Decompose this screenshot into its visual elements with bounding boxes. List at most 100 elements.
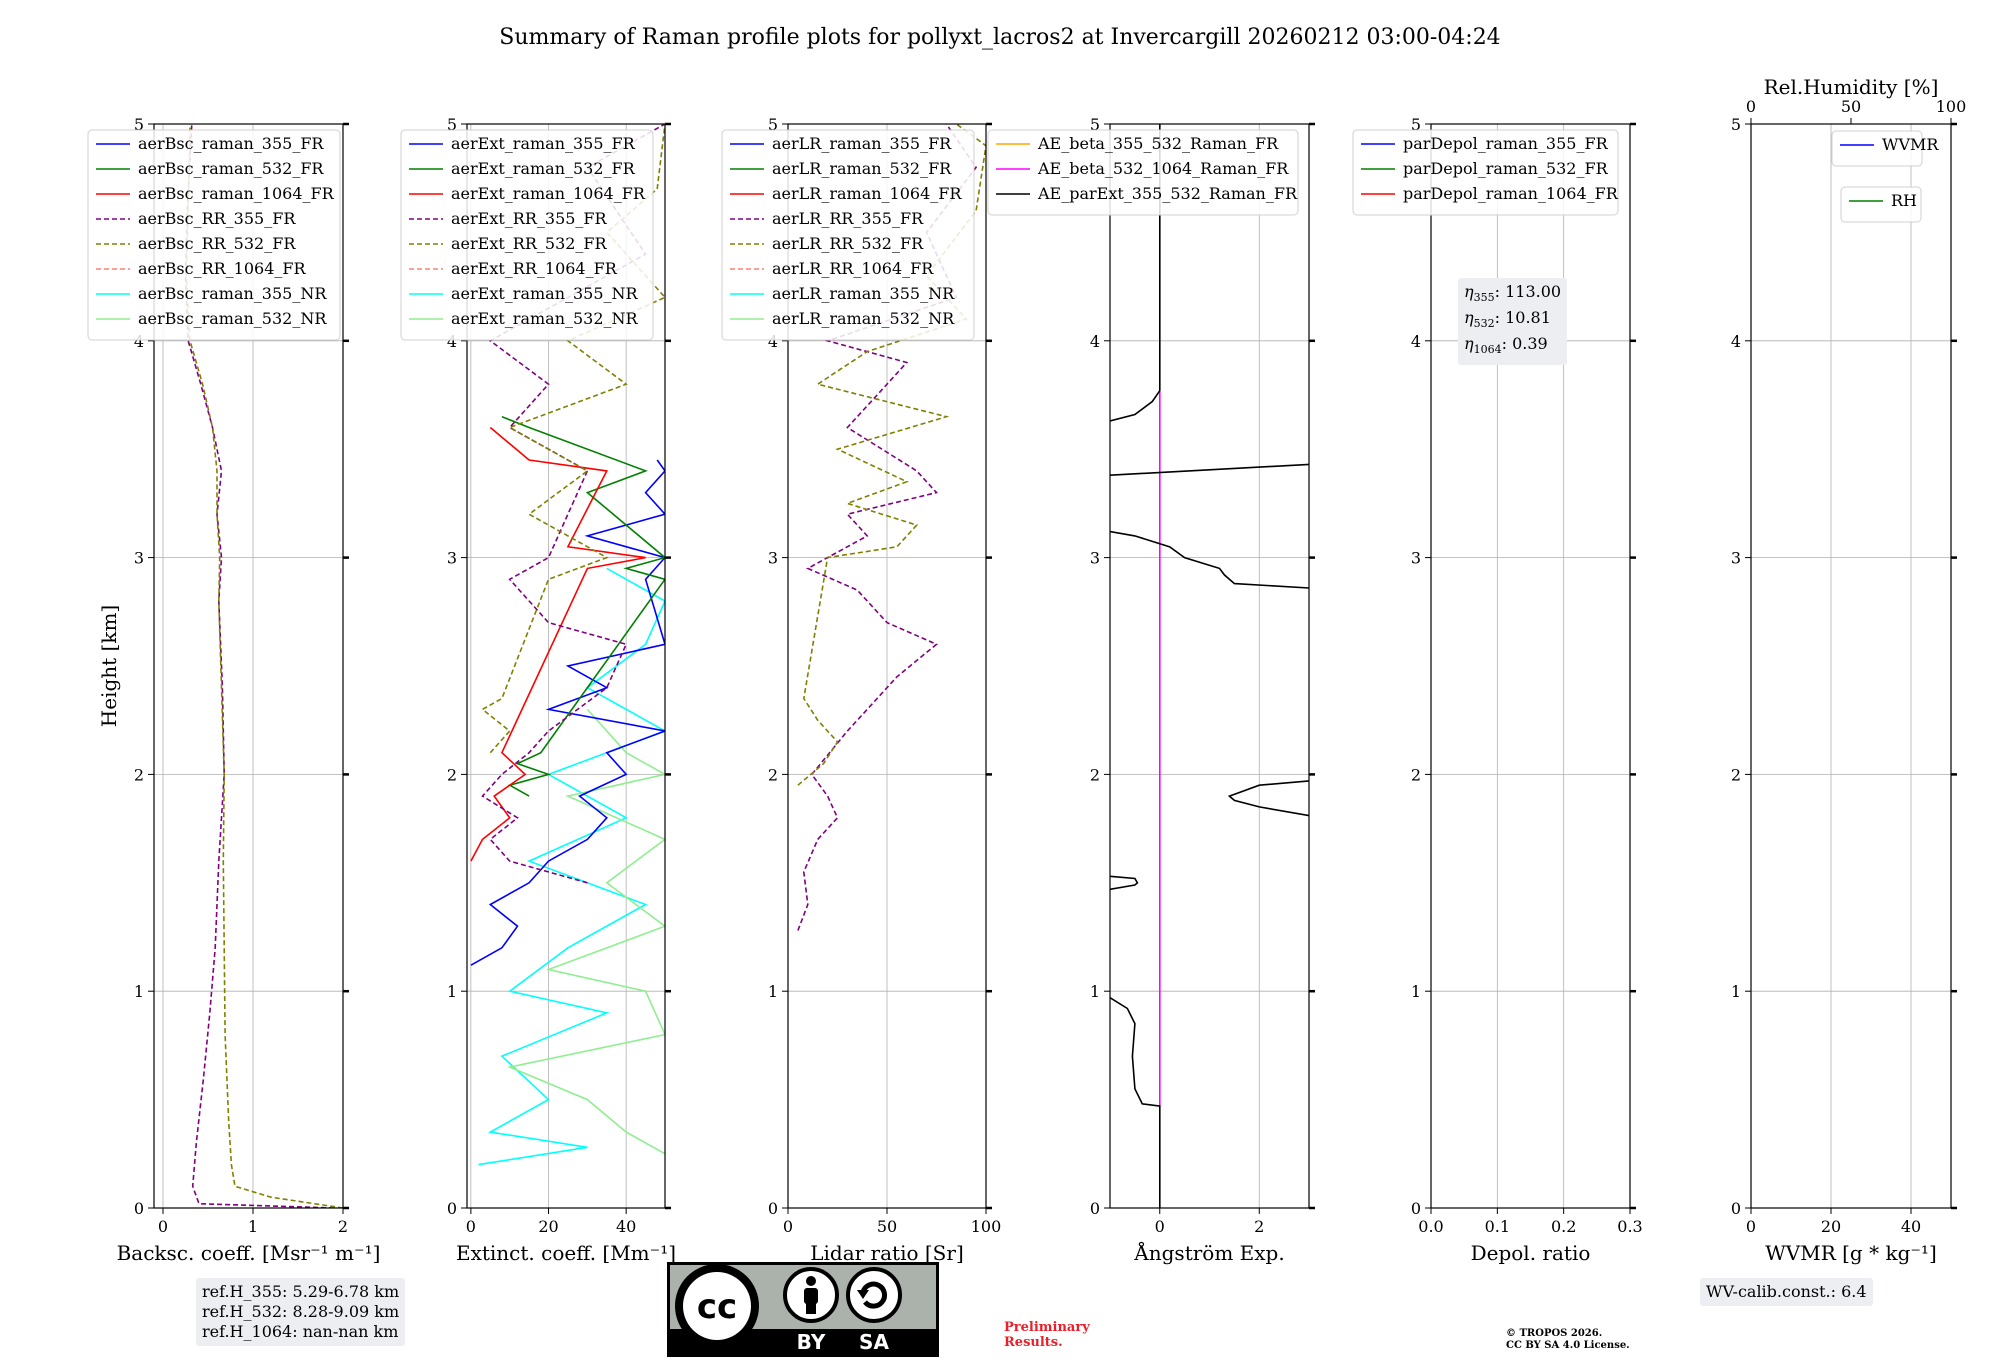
legend-box (1352, 129, 1619, 216)
y-tick-label: 5 (1731, 115, 1741, 134)
wv-calib-box: WV-calib.const.: 6.4 (1700, 1278, 1873, 1306)
legend-label: aerLR_raman_532_NR (772, 309, 955, 328)
y-tick-label: 0 (1090, 1199, 1100, 1218)
y-tick-label: 2 (447, 765, 457, 784)
y-tick-label: 3 (768, 549, 778, 568)
legend-label: aerExt_raman_355_NR (451, 284, 639, 303)
y-tick-label: 4 (1731, 332, 1741, 351)
y-tick-label: 2 (134, 765, 144, 784)
series-line-ae-parext-355-532-raman-fr-3-7km- (1110, 390, 1161, 422)
series-line-ae-parext-355-532-raman-fr (1110, 997, 1161, 1208)
ref-h-532: ref.H_532: 8.28-9.09 km (202, 1302, 400, 1321)
ref-h-1064: ref.H_1064: nan-nan km (202, 1322, 399, 1341)
y-tick-label: 1 (1731, 982, 1741, 1001)
legend-label: aerBsc_raman_355_FR (138, 134, 324, 153)
x-tick-label: 0 (466, 1217, 476, 1236)
eta-box: η355: 113.00 η532: 10.81 η1064: 0.39 (1458, 278, 1568, 365)
legend-ae: AE_beta_355_532_Raman_FR AE_beta_532_1064… (987, 129, 1299, 216)
legend-box (400, 129, 654, 341)
legend-label: AE_beta_532_1064_Raman_FR (1037, 159, 1289, 178)
legend-label: aerExt_RR_1064_FR (451, 259, 618, 278)
panel-ae: 0 2 0 1 2 3 4 5 Ångström Exp. AE_beta_355_532_Ram… (987, 115, 1315, 1265)
figure-title: Summary of Raman profile plots for polly… (499, 25, 1500, 50)
axes-frame (1430, 123, 1631, 1209)
panel-lr: 0 50 100 0 1 2 3 4 5 Lidar ratio [Sr] aerLR_raman_… (721, 115, 1002, 1265)
y-tick-label: 2 (1411, 765, 1421, 784)
legend-label: aerBsc_RR_355_FR (138, 209, 296, 228)
y-tick-label: 4 (1090, 332, 1100, 351)
series-line-aerlr-rr-532-fr (797, 124, 986, 786)
y-tick-label: 1 (1411, 982, 1421, 1001)
legend-label: aerLR_RR_532_FR (772, 234, 924, 253)
series-line-aerext-raman-355-nr (478, 567, 665, 1166)
x-tick-label: 0.2 (1551, 1217, 1576, 1236)
legend-wv: WVMR RH (1831, 130, 1939, 223)
x-tick-label: 40 (1901, 1217, 1921, 1236)
x-tick-label: 0 (1746, 1217, 1756, 1236)
legend-lr: aerLR_raman_355_FR aerLR_raman_532_FR aerL… (721, 129, 975, 341)
x-tick-label: 20 (538, 1217, 558, 1236)
legend-bsc: aerBsc_raman_355_FR aerBsc_raman_532_FRae… (87, 129, 341, 341)
y-tick-label: 1 (134, 982, 144, 1001)
cc-icon: cc (675, 1264, 759, 1348)
y-tick-label: 3 (134, 549, 144, 568)
legend-label: aerBsc_RR_1064_FR (138, 259, 307, 278)
wv-calib-text: WV-calib.const.: 6.4 (1706, 1282, 1867, 1301)
y-tick-label: 5 (447, 115, 457, 134)
y-tick-label: 4 (134, 332, 144, 351)
series-line-aerext-raman-1064-fr (470, 426, 646, 862)
y-tick-label: 1 (768, 982, 778, 1001)
x-axis-label: Lidar ratio [Sr] (810, 1241, 964, 1265)
svg-text:cc: cc (697, 1287, 737, 1327)
y-tick-label: 4 (768, 332, 778, 351)
series-line-aerext-raman-532-fr (501, 415, 665, 797)
x-tick-label: 100 (971, 1217, 1002, 1236)
legend-label: aerBsc_raman_1064_FR (138, 184, 335, 203)
y-tick-label: 3 (447, 549, 457, 568)
series-line-aerlr-rr-355-fr (797, 124, 978, 931)
x-tick-label: 1 (248, 1217, 258, 1236)
legend-label: RH (1891, 191, 1917, 210)
legend-label: aerBsc_raman_355_NR (138, 284, 327, 303)
legend-box (1840, 186, 1922, 223)
y-tick-label: 0 (1731, 1199, 1741, 1218)
legend-label: aerBsc_RR_532_FR (138, 234, 296, 253)
legend-label: aerExt_RR_532_FR (451, 234, 608, 253)
series-line-aerext-raman-355-fr (470, 459, 665, 966)
y-axis-label: Height [km] (97, 605, 121, 727)
eta-532: η532: 10.81 (1464, 308, 1551, 331)
sa-share-alike-icon (846, 1267, 902, 1323)
x-tick-label: 2 (338, 1217, 348, 1236)
cc-by-label: BY (797, 1330, 826, 1354)
cc-license-badge: cc BY SA (667, 1262, 939, 1357)
legend-label: parDepol_raman_1064_FR (1403, 184, 1619, 203)
legend-box (87, 129, 341, 341)
legend-label: aerExt_raman_1064_FR (451, 184, 646, 203)
axes-frame (466, 123, 666, 1209)
x-tick-label: 2 (1254, 1217, 1264, 1236)
y-tick-label: 2 (1090, 765, 1100, 784)
y-tick-label: 0 (447, 1199, 457, 1218)
x2-tick-label: 100 (1936, 97, 1967, 116)
preliminary-results-note: Preliminary Results. (1004, 1320, 1090, 1350)
legend-label: parDepol_raman_355_FR (1403, 134, 1609, 153)
series-line-ae-parext-355-532-raman-fr-1-9km- (1227, 780, 1309, 817)
legend-box (1831, 130, 1923, 167)
y-tick-label: 5 (1090, 115, 1100, 134)
legend-label: aerExt_raman_355_FR (451, 134, 636, 153)
panel-ext: 0 20 40 0 1 2 3 4 5 Extinct. coeff. [Mm⁻¹] aerExt_… (400, 115, 676, 1265)
axes-frame (1750, 123, 1952, 1209)
eta-355: η355: 113.00 (1464, 282, 1562, 305)
x-axis-label: Extinct. coeff. [Mm⁻¹] (456, 1241, 676, 1265)
x-tick-label: 0.3 (1617, 1217, 1642, 1236)
x-axis-label: Depol. ratio (1471, 1241, 1591, 1265)
legend-label: aerBsc_raman_532_NR (138, 309, 327, 328)
legend-label: aerExt_raman_532_NR (451, 309, 639, 328)
series-line-aerbsc-rr-532-fr (185, 124, 343, 1208)
legend-ext: aerExt_raman_355_FR aerExt_raman_532_FRae… (400, 129, 654, 341)
y-tick-label: 1 (447, 982, 457, 1001)
x-tick-label: 0 (783, 1217, 793, 1236)
legend-label: aerLR_raman_1064_FR (772, 184, 962, 203)
x2-axis-label: Rel.Humidity [%] (1764, 75, 1939, 99)
axes-frame (153, 123, 344, 1209)
